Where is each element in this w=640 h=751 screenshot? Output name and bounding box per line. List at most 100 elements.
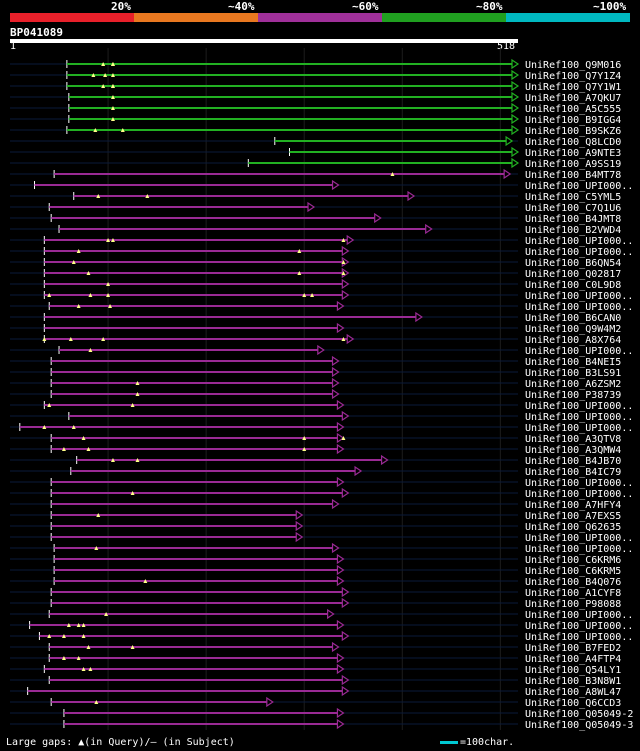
hit-row[interactable]: UniRef100_C0L9D8 bbox=[10, 278, 621, 291]
hit-row[interactable]: UniRef100_UPI000.. bbox=[10, 542, 633, 555]
hit-row[interactable]: UniRef100_C7Q1U6 bbox=[10, 201, 621, 214]
hit-row[interactable]: UniRef100_A3QTV8 bbox=[10, 432, 621, 445]
hit-label[interactable]: UniRef100_A7QKU7 bbox=[525, 93, 621, 104]
hit-label[interactable]: UniRef100_Q8LCD0 bbox=[525, 137, 621, 148]
hit-row[interactable]: UniRef100_A6ZSM2 bbox=[10, 377, 621, 390]
hit-row[interactable]: UniRef100_B3N8W1 bbox=[10, 674, 621, 687]
hit-row[interactable]: UniRef100_UPI000.. bbox=[10, 179, 633, 192]
hit-label[interactable]: UniRef100_UPI000.. bbox=[525, 181, 633, 192]
hit-label[interactable]: UniRef100_Q7Y1W1 bbox=[525, 82, 621, 93]
hit-row[interactable]: UniRef100_A7EXS5 bbox=[10, 509, 621, 522]
hit-row[interactable]: UniRef100_UPI000.. bbox=[10, 245, 633, 258]
hit-label[interactable]: UniRef100_P38739 bbox=[525, 390, 621, 401]
hit-label[interactable]: UniRef100_A7HFY4 bbox=[525, 500, 621, 511]
hit-label[interactable]: UniRef100_A8X764 bbox=[525, 335, 621, 346]
hit-label[interactable]: UniRef100_B9SKZ6 bbox=[525, 126, 621, 137]
hit-label[interactable]: UniRef100_A9SS19 bbox=[525, 159, 621, 170]
hit-label[interactable]: UniRef100_A1CYF8 bbox=[525, 588, 621, 599]
hit-row[interactable]: UniRef100_A8WL47 bbox=[10, 685, 621, 698]
hit-row[interactable]: UniRef100_UPI000.. bbox=[10, 234, 633, 247]
hit-label[interactable]: UniRef100_UPI000.. bbox=[525, 423, 633, 434]
hit-row[interactable]: UniRef100_Q6CCD3 bbox=[10, 696, 621, 709]
hit-label[interactable]: UniRef100_UPI000.. bbox=[525, 412, 633, 423]
hit-row[interactable]: UniRef100_Q8LCD0 bbox=[10, 135, 621, 148]
hit-label[interactable]: UniRef100_A9NTE3 bbox=[525, 148, 621, 159]
hit-label[interactable]: UniRef100_A8WL47 bbox=[525, 687, 621, 698]
hit-label[interactable]: UniRef100_C5YML5 bbox=[525, 192, 621, 203]
hit-row[interactable]: UniRef100_B4NEI5 bbox=[10, 355, 621, 368]
hit-label[interactable]: UniRef100_P98088 bbox=[525, 599, 621, 610]
hit-label[interactable]: UniRef100_B4Q076 bbox=[525, 577, 621, 588]
hit-row[interactable]: UniRef100_Q05049-3 bbox=[10, 718, 633, 731]
hit-label[interactable]: UniRef100_A3QTV8 bbox=[525, 434, 621, 445]
hit-row[interactable]: UniRef100_UPI000.. bbox=[10, 421, 633, 434]
hit-label[interactable]: UniRef100_Q02817 bbox=[525, 269, 621, 280]
hit-label[interactable]: UniRef100_C0L9D8 bbox=[525, 280, 621, 291]
hit-label[interactable]: UniRef100_B6QN54 bbox=[525, 258, 621, 269]
hit-label[interactable]: UniRef100_B6CAN0 bbox=[525, 313, 621, 324]
hit-row[interactable]: UniRef100_B9SKZ6 bbox=[10, 124, 621, 137]
hit-label[interactable]: UniRef100_Q9W4M2 bbox=[525, 324, 621, 335]
hit-row[interactable]: UniRef100_B2VWD4 bbox=[10, 223, 621, 236]
hit-label[interactable]: UniRef100_C6KRM5 bbox=[525, 566, 621, 577]
hit-row[interactable]: UniRef100_Q7Y1Z4 bbox=[10, 69, 621, 82]
hit-row[interactable]: UniRef100_Q62635 bbox=[10, 520, 621, 533]
hit-row[interactable]: UniRef100_A8X764 bbox=[10, 333, 621, 346]
hit-row[interactable]: UniRef100_A1CYF8 bbox=[10, 586, 621, 599]
hit-label[interactable]: UniRef100_B4JMT8 bbox=[525, 214, 621, 225]
hit-label[interactable]: UniRef100_B4MT78 bbox=[525, 170, 621, 181]
hit-label[interactable]: UniRef100_A6ZSM2 bbox=[525, 379, 621, 390]
hit-row[interactable]: UniRef100_A4FTP4 bbox=[10, 652, 621, 665]
hit-label[interactable]: UniRef100_UPI000.. bbox=[525, 489, 633, 500]
hit-row[interactable]: UniRef100_UPI000.. bbox=[10, 608, 633, 621]
hit-row[interactable]: UniRef100_UPI000.. bbox=[10, 300, 633, 313]
hit-row[interactable]: UniRef100_Q02817 bbox=[10, 267, 621, 280]
hit-row[interactable]: UniRef100_Q9W4M2 bbox=[10, 322, 621, 335]
hit-label[interactable]: UniRef100_UPI000.. bbox=[525, 544, 633, 555]
hit-row[interactable]: UniRef100_Q7Y1W1 bbox=[10, 80, 621, 93]
hit-label[interactable]: UniRef100_A7EXS5 bbox=[525, 511, 621, 522]
hit-row[interactable]: UniRef100_UPI000.. bbox=[10, 399, 633, 412]
hit-label[interactable]: UniRef100_A4FTP4 bbox=[525, 654, 621, 665]
hit-label[interactable]: UniRef100_Q54LY1 bbox=[525, 665, 621, 676]
hit-row[interactable]: UniRef100_P98088 bbox=[10, 597, 621, 610]
hit-label[interactable]: UniRef100_UPI000.. bbox=[525, 346, 633, 357]
hit-row[interactable]: UniRef100_C5YML5 bbox=[10, 190, 621, 203]
hit-label[interactable]: UniRef100_Q62635 bbox=[525, 522, 621, 533]
hit-row[interactable]: UniRef100_UPI000.. bbox=[10, 476, 633, 489]
hit-label[interactable]: UniRef100_UPI000.. bbox=[525, 621, 633, 632]
hit-label[interactable]: UniRef100_C6KRM6 bbox=[525, 555, 621, 566]
hit-row[interactable]: UniRef100_B4IC79 bbox=[10, 465, 621, 478]
hit-label[interactable]: UniRef100_UPI000.. bbox=[525, 291, 633, 302]
hit-row[interactable]: UniRef100_B6QN54 bbox=[10, 256, 621, 269]
hit-row[interactable]: UniRef100_Q54LY1 bbox=[10, 663, 621, 676]
hit-label[interactable]: UniRef100_C7Q1U6 bbox=[525, 203, 621, 214]
hit-label[interactable]: UniRef100_B7FED2 bbox=[525, 643, 621, 654]
hit-row[interactable]: UniRef100_A3QMW4 bbox=[10, 443, 621, 456]
hit-label[interactable]: UniRef100_UPI000.. bbox=[525, 401, 633, 412]
hit-label[interactable]: UniRef100_UPI000.. bbox=[525, 632, 633, 643]
hit-label[interactable]: UniRef100_B3LS91 bbox=[525, 368, 621, 379]
hit-row[interactable]: UniRef100_B4JMT8 bbox=[10, 212, 621, 225]
hit-label[interactable]: UniRef100_Q9M016 bbox=[525, 60, 621, 71]
hit-row[interactable]: UniRef100_P38739 bbox=[10, 388, 621, 401]
hit-row[interactable]: UniRef100_B9IGG4 bbox=[10, 113, 621, 126]
hit-row[interactable]: UniRef100_C6KRM5 bbox=[10, 564, 621, 577]
hit-row[interactable]: UniRef100_B6CAN0 bbox=[10, 311, 621, 324]
hit-label[interactable]: UniRef100_UPI000.. bbox=[525, 236, 633, 247]
hit-label[interactable]: UniRef100_UPI000.. bbox=[525, 533, 633, 544]
hit-label[interactable]: UniRef100_B3N8W1 bbox=[525, 676, 621, 687]
hit-row[interactable]: UniRef100_UPI000.. bbox=[10, 344, 633, 357]
hit-label[interactable]: UniRef100_B4JB70 bbox=[525, 456, 621, 467]
hit-label[interactable]: UniRef100_Q05049-2 bbox=[525, 709, 633, 720]
hit-label[interactable]: UniRef100_A5C555 bbox=[525, 104, 621, 115]
hit-row[interactable]: UniRef100_UPI000.. bbox=[10, 630, 633, 643]
hit-label[interactable]: UniRef100_Q7Y1Z4 bbox=[525, 71, 621, 82]
hit-label[interactable]: UniRef100_B9IGG4 bbox=[525, 115, 621, 126]
hit-label[interactable]: UniRef100_UPI000.. bbox=[525, 247, 633, 258]
hit-row[interactable]: UniRef100_A7QKU7 bbox=[10, 91, 621, 104]
hit-row[interactable]: UniRef100_UPI000.. bbox=[10, 487, 633, 500]
hit-label[interactable]: UniRef100_UPI000.. bbox=[525, 610, 633, 621]
hit-row[interactable]: UniRef100_B4MT78 bbox=[10, 168, 621, 181]
hit-label[interactable]: UniRef100_A3QMW4 bbox=[525, 445, 621, 456]
